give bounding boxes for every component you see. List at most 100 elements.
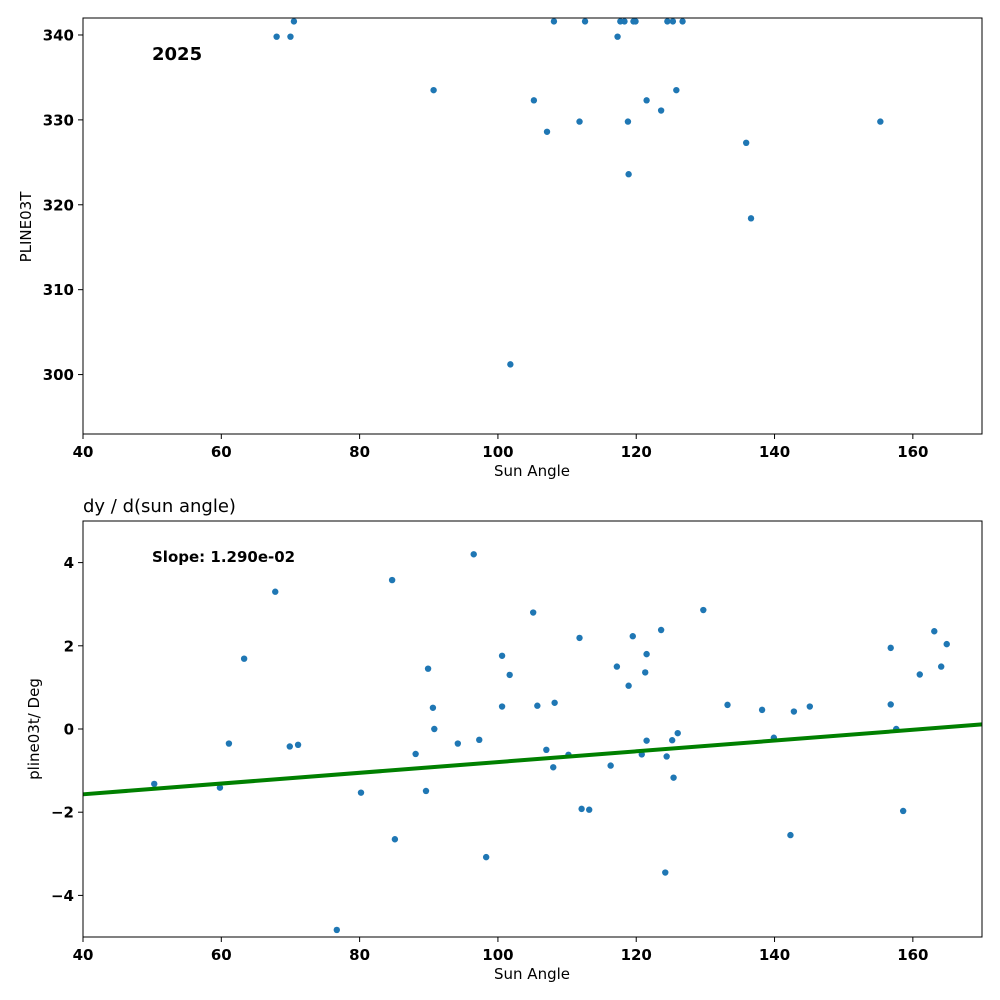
bottom-data-point bbox=[551, 699, 558, 706]
bottom-y-tick-label: 4 bbox=[64, 554, 74, 572]
bottom-y-axis-ticks: −4 −2 0 2 4 bbox=[51, 554, 83, 905]
top-x-tick-label: 40 bbox=[73, 443, 94, 461]
bottom-data-point bbox=[529, 609, 537, 616]
bottom-data-point bbox=[642, 669, 649, 676]
bottom-data-point bbox=[431, 725, 438, 733]
bottom-x-tick-label: 60 bbox=[211, 946, 232, 964]
top-y-tick-label: 340 bbox=[43, 26, 74, 44]
bottom-data-point bbox=[424, 665, 432, 672]
top-x-axis-ticks: 40 60 80 100 120 140 160 bbox=[73, 434, 929, 461]
bottom-data-point bbox=[613, 663, 621, 670]
bottom-y-tick-label: 2 bbox=[64, 637, 74, 655]
top-year-annotation: 2025 bbox=[152, 44, 202, 65]
bottom-data-point bbox=[578, 805, 585, 813]
top-data-point bbox=[530, 97, 538, 104]
top-plot-frame bbox=[82, 17, 983, 435]
top-data-point bbox=[632, 18, 639, 25]
bottom-data-point bbox=[543, 746, 550, 753]
bottom-x-tick-label: 100 bbox=[482, 946, 513, 964]
top-x-tick-label: 140 bbox=[759, 443, 790, 461]
bottom-data-point bbox=[663, 753, 670, 760]
bottom-data-point bbox=[887, 701, 894, 708]
top-data-point bbox=[287, 33, 294, 40]
bottom-data-point bbox=[668, 737, 676, 744]
top-data-point bbox=[507, 361, 514, 368]
bottom-x-tick-label: 140 bbox=[759, 946, 790, 964]
slope-annotation: Slope: 1.290e-02 bbox=[152, 548, 295, 566]
bottom-data-point bbox=[787, 831, 794, 839]
bottom-fit-line bbox=[82, 722, 983, 797]
bottom-data-point bbox=[937, 663, 945, 670]
bottom-data-points bbox=[151, 551, 950, 934]
bottom-data-point bbox=[294, 741, 302, 749]
bottom-data-point bbox=[476, 736, 483, 744]
bottom-data-point bbox=[429, 704, 437, 711]
bottom-data-point bbox=[391, 836, 399, 843]
bottom-data-point bbox=[534, 702, 541, 709]
bottom-data-point bbox=[943, 640, 950, 648]
bottom-data-point bbox=[931, 628, 938, 635]
bottom-data-point bbox=[333, 926, 340, 934]
bottom-data-point bbox=[916, 671, 923, 678]
bottom-data-point bbox=[758, 706, 766, 714]
top-data-point bbox=[657, 107, 665, 114]
top-x-tick-label: 100 bbox=[482, 443, 513, 461]
top-data-point bbox=[742, 139, 750, 146]
top-data-point bbox=[643, 97, 650, 104]
top-data-point bbox=[581, 18, 589, 25]
bottom-data-point bbox=[662, 869, 669, 876]
top-y-axis-label: PLINE03T bbox=[17, 191, 35, 263]
bottom-data-point bbox=[806, 703, 814, 710]
top-data-point bbox=[747, 215, 755, 222]
top-data-point bbox=[273, 33, 280, 40]
bottom-data-point bbox=[357, 789, 365, 796]
top-data-point bbox=[664, 18, 671, 25]
bottom-x-tick-label: 40 bbox=[73, 946, 94, 964]
top-x-axis-label: Sun Angle bbox=[494, 462, 570, 480]
bottom-data-point bbox=[607, 762, 614, 769]
top-data-points bbox=[273, 18, 884, 368]
bottom-data-point bbox=[576, 634, 583, 642]
bottom-data-point bbox=[388, 576, 396, 584]
top-x-tick-label: 120 bbox=[621, 443, 652, 461]
top-x-tick-label: 160 bbox=[897, 443, 928, 461]
bottom-data-point bbox=[674, 729, 681, 737]
bottom-data-point bbox=[550, 764, 557, 771]
bottom-data-point bbox=[629, 633, 636, 640]
bottom-data-point bbox=[625, 682, 632, 689]
bottom-x-tick-label: 120 bbox=[621, 946, 652, 964]
bottom-x-axis-label: Sun Angle bbox=[494, 965, 570, 983]
top-y-tick-label: 320 bbox=[43, 196, 74, 214]
bottom-y-tick-label: −2 bbox=[51, 804, 74, 822]
top-data-point bbox=[576, 118, 583, 125]
bottom-data-point bbox=[216, 784, 224, 791]
top-data-point bbox=[614, 33, 621, 40]
bottom-y-tick-label: −4 bbox=[51, 887, 74, 905]
top-data-point bbox=[877, 118, 884, 125]
bottom-fit-line bbox=[82, 722, 983, 797]
bottom-data-point bbox=[724, 701, 731, 709]
bottom-data-point bbox=[498, 652, 506, 659]
top-data-point bbox=[669, 18, 677, 25]
bottom-data-point bbox=[470, 551, 477, 558]
top-data-point bbox=[625, 171, 632, 178]
top-data-point bbox=[621, 18, 628, 25]
bottom-data-point bbox=[586, 806, 593, 813]
bottom-data-point bbox=[412, 750, 419, 758]
top-data-point bbox=[290, 18, 298, 25]
bottom-data-point bbox=[225, 740, 233, 747]
bottom-x-tick-label: 80 bbox=[349, 946, 370, 964]
top-x-tick-label: 80 bbox=[349, 443, 370, 461]
bottom-data-point bbox=[422, 787, 430, 795]
top-y-tick-label: 310 bbox=[43, 281, 74, 299]
bottom-data-point bbox=[670, 774, 677, 781]
top-data-point bbox=[550, 18, 558, 25]
bottom-data-point bbox=[272, 588, 279, 595]
top-data-point bbox=[543, 128, 551, 135]
bottom-x-axis-ticks: 40 60 80 100 120 140 160 bbox=[73, 937, 929, 964]
bottom-y-tick-label: 0 bbox=[64, 721, 74, 739]
top-y-tick-label: 330 bbox=[43, 111, 74, 129]
